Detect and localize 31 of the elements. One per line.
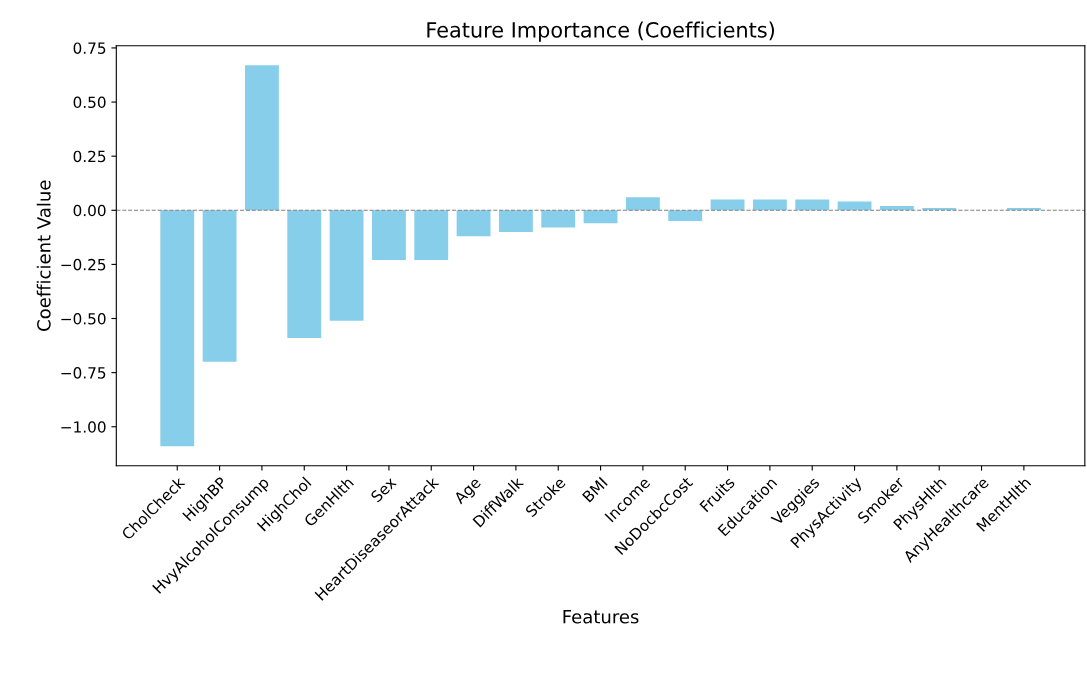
bar xyxy=(329,210,364,321)
bar xyxy=(456,210,491,237)
y-tick-label: −0.50 xyxy=(61,312,106,325)
bar xyxy=(922,208,957,211)
bar xyxy=(287,210,322,338)
x-axis-title: Features xyxy=(563,610,639,624)
bar xyxy=(202,210,237,362)
bar xyxy=(244,65,279,211)
bar xyxy=(1006,208,1041,211)
y-tick-label: 0.00 xyxy=(73,204,106,217)
bar xyxy=(160,210,195,447)
bar xyxy=(583,210,618,224)
bar xyxy=(498,210,533,232)
bar xyxy=(414,210,449,261)
y-tick-label: 0.25 xyxy=(73,150,106,163)
bar xyxy=(371,210,406,261)
y-tick-label: −1.00 xyxy=(61,421,106,433)
y-axis-title: Coefficient Value xyxy=(36,180,51,331)
y-tick-label: 0.75 xyxy=(73,42,106,54)
chart-title: Feature Importance (Coefficients) xyxy=(427,21,774,42)
y-tick-label: 0.50 xyxy=(73,96,106,109)
bar xyxy=(752,199,787,211)
y-tick-label: −0.75 xyxy=(61,367,106,379)
bar xyxy=(625,197,660,211)
bar xyxy=(710,199,745,211)
bar xyxy=(837,201,872,211)
bar xyxy=(795,199,830,211)
bar xyxy=(668,210,703,222)
y-tick-label: −0.25 xyxy=(61,258,106,271)
bar xyxy=(541,210,576,228)
bar xyxy=(879,205,914,211)
